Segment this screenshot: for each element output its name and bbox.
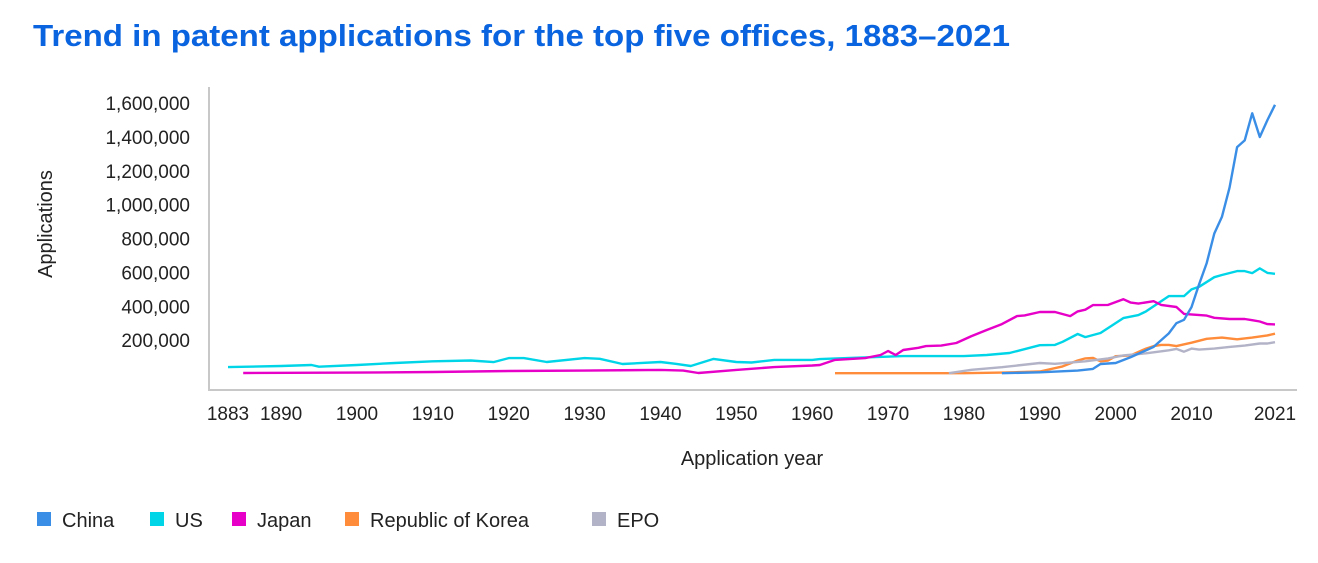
x-tick-label: 1960 — [791, 404, 833, 425]
y-tick-label: 400,000 — [121, 297, 190, 318]
legend-item-us[interactable]: US — [150, 510, 203, 532]
y-axis-title: Applications — [35, 170, 57, 278]
y-tick-label: 1,200,000 — [105, 162, 190, 183]
legend-label: Japan — [257, 510, 312, 532]
legend: China US Japan Republic of Korea EPO — [37, 510, 659, 532]
legend-swatch — [150, 512, 164, 526]
series-line-republic-of-korea — [835, 332, 1276, 375]
x-tick-label: 2021 — [1254, 404, 1296, 425]
y-tick-label: 1,400,000 — [105, 128, 190, 149]
chart-title: Trend in patent applications for the top… — [33, 18, 1010, 53]
x-tick-label: 1890 — [260, 404, 302, 425]
x-tick-label: 1910 — [412, 404, 454, 425]
legend-item-republic-of-korea[interactable]: Republic of Korea — [345, 510, 530, 532]
legend-swatch — [232, 512, 246, 526]
legend-item-china[interactable]: China — [37, 510, 115, 532]
y-tick-label: 1,600,000 — [105, 94, 190, 115]
legend-label: China — [62, 510, 115, 532]
legend-swatch — [37, 512, 51, 526]
legend-label: Republic of Korea — [370, 510, 530, 532]
x-tick-label: 1883 — [207, 404, 249, 425]
legend-label: EPO — [617, 510, 659, 532]
y-tick-label: 200,000 — [121, 331, 190, 352]
legend-item-japan[interactable]: Japan — [232, 510, 312, 532]
x-tick-label: 1980 — [943, 404, 985, 425]
series-line-china — [1001, 104, 1277, 375]
y-tick-label: 600,000 — [121, 263, 190, 284]
legend-item-epo[interactable]: EPO — [592, 510, 659, 532]
x-tick-label: 1920 — [488, 404, 530, 425]
x-tick-label: 1940 — [639, 404, 681, 425]
legend-swatch — [592, 512, 606, 526]
y-tick-label: 1,000,000 — [105, 196, 190, 217]
series-line-us — [227, 267, 1276, 369]
x-tick-label: 1990 — [1019, 404, 1061, 425]
x-tick-label: 2000 — [1095, 404, 1137, 425]
x-tick-label: 1970 — [867, 404, 909, 425]
series-line-japan — [243, 298, 1276, 375]
x-tick-label: 1900 — [336, 404, 378, 425]
series-line-epo — [948, 341, 1276, 375]
x-tick-label: 1930 — [563, 404, 605, 425]
y-tick-label: 800,000 — [121, 230, 190, 251]
legend-label: US — [175, 510, 203, 532]
legend-swatch — [345, 512, 359, 526]
x-axis-title: Application year — [681, 448, 824, 470]
x-tick-label: 1950 — [715, 404, 757, 425]
x-tick-label: 2010 — [1170, 404, 1212, 425]
